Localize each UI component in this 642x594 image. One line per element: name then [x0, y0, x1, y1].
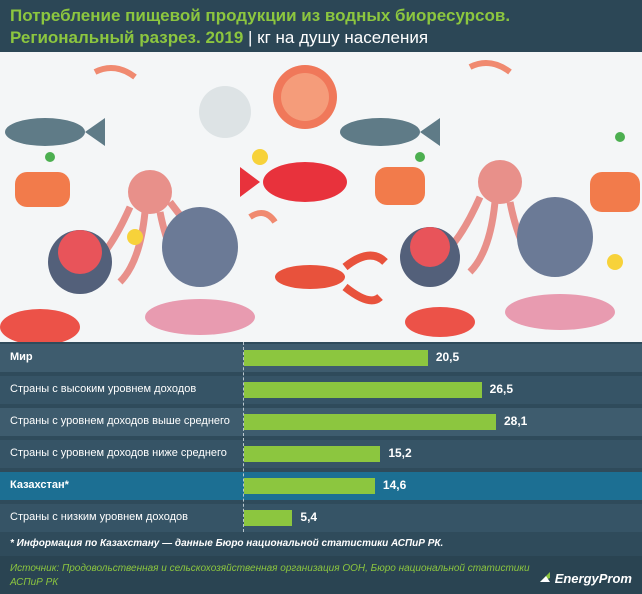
- logo-icon: [540, 572, 550, 582]
- category-label: Страны с уровнем доходов выше среднего: [10, 415, 230, 427]
- bar-row: Страны с низким уровнем доходов 5,4: [0, 504, 642, 532]
- category-label: Казахстан*: [10, 479, 69, 491]
- value-label: 20,5: [435, 350, 460, 364]
- title-text: Потребление пищевой продукции из водных …: [10, 6, 511, 47]
- category-label: Страны с высоким уровнем доходов: [10, 383, 197, 395]
- category-label: Страны с уровнем доходов ниже среднего: [10, 447, 227, 459]
- chart-title: Потребление пищевой продукции из водных …: [10, 5, 630, 49]
- value-label: 28,1: [504, 414, 528, 428]
- category-label: Страны с низким уровнем доходов: [10, 511, 188, 523]
- value-label: 15,2: [388, 446, 412, 460]
- bar-chart: Мир 20,5 Страны с высоким уровнем доходов 2…: [0, 342, 642, 532]
- unit-label: кг на душу населения: [257, 28, 429, 47]
- value-label: 26,5: [489, 382, 513, 396]
- source-text: Источник: Продовольственная и сельскохоз…: [10, 563, 530, 588]
- bar: [244, 350, 428, 366]
- footnote: * Информация по Казахстану — данные Бюро…: [10, 538, 444, 549]
- bar-row: Казахстан* 14,6: [0, 472, 642, 500]
- footer: [0, 556, 642, 594]
- header: [0, 0, 642, 52]
- bar-row: Страны с уровнем доходов выше среднего 28…: [0, 408, 642, 436]
- bar-row: Мир 20,5: [0, 344, 642, 372]
- bar: [244, 446, 381, 462]
- seafood-illustration: [0, 52, 642, 342]
- value-label: 14,6: [382, 478, 407, 492]
- bar: [244, 478, 375, 494]
- value-label: 5,4: [300, 510, 318, 524]
- category-label: Мир: [10, 351, 33, 363]
- title-separator: |: [248, 28, 253, 47]
- bar: [244, 382, 482, 398]
- bar: [244, 414, 496, 430]
- axis-line: [243, 342, 244, 532]
- bar: [244, 510, 293, 526]
- seafood-pattern: [0, 60, 640, 342]
- bar-row: Страны с высоким уровнем доходов 26,5: [0, 376, 642, 404]
- bar-row: Страны с уровнем доходов ниже среднего 15…: [0, 440, 642, 468]
- logo-text: EnergyProm: [554, 571, 632, 586]
